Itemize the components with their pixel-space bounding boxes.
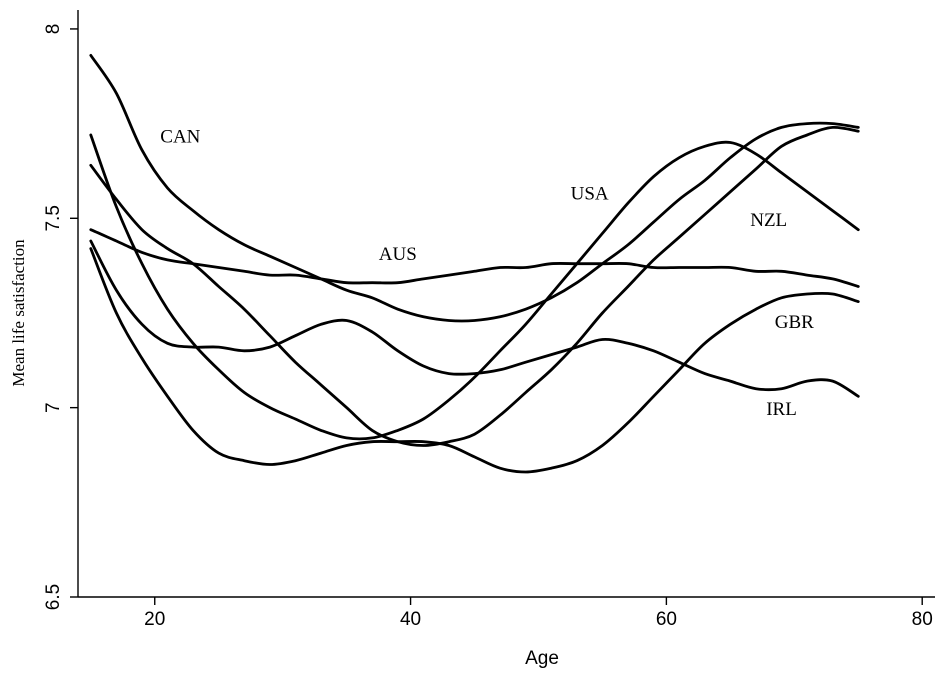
- series-line-gbr: [89, 247, 860, 474]
- x-axis: 20 40 60 80: [78, 596, 935, 630]
- series-label-irl: IRL: [766, 399, 797, 420]
- series-line-aus: [89, 228, 860, 288]
- series-label-usa: USA: [571, 183, 609, 204]
- y-tick-label: 7.5: [43, 205, 64, 231]
- series-labels: CAN AUS USA NZL GBR IRL: [160, 127, 814, 421]
- y-axis-title: Mean life satisfaction: [9, 239, 28, 387]
- series-label-aus: AUS: [379, 244, 417, 265]
- x-tick-label: 80: [912, 609, 933, 630]
- x-tick-label: 20: [144, 609, 165, 630]
- plot-lines: [89, 54, 860, 474]
- x-tick-label: 60: [656, 609, 677, 630]
- x-axis-title: Age: [525, 648, 559, 669]
- series-label-gbr: GBR: [775, 312, 814, 333]
- series-label-can: CAN: [160, 127, 200, 148]
- series-line-nzl: [89, 125, 860, 447]
- y-tick-label: 8: [43, 24, 64, 35]
- series-label-nzl: NZL: [750, 210, 787, 231]
- x-tick-label: 40: [400, 609, 421, 630]
- series-line-can: [89, 54, 860, 323]
- y-tick-label: 6.5: [43, 584, 64, 610]
- y-tick-label: 7: [43, 402, 64, 413]
- series-line-irl: [89, 239, 860, 398]
- y-axis: 6.5 7 7.5 8: [43, 10, 79, 610]
- series-line-usa: [89, 133, 860, 441]
